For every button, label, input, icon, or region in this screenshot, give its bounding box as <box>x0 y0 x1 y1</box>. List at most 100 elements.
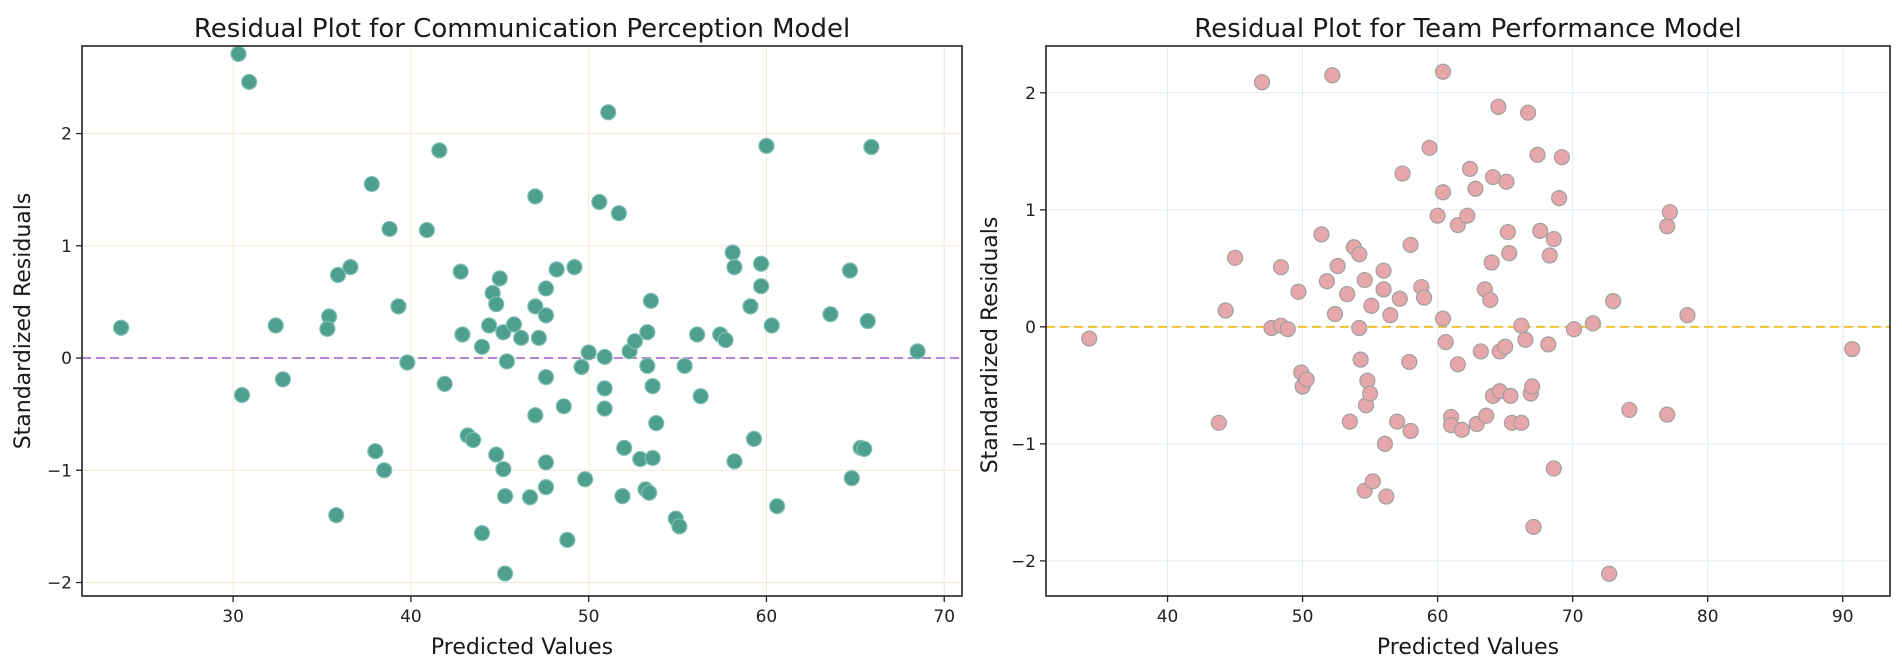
data-point <box>527 188 544 205</box>
data-point <box>596 400 613 417</box>
data-point <box>689 326 706 343</box>
data-point <box>610 205 627 222</box>
data-point <box>600 104 617 121</box>
data-point <box>1529 146 1546 163</box>
data-point <box>481 317 498 334</box>
data-point <box>537 307 555 324</box>
data-point <box>577 471 594 488</box>
data-point <box>1540 336 1557 353</box>
data-point <box>596 348 613 366</box>
data-point <box>1391 290 1408 307</box>
data-point <box>1210 414 1227 431</box>
data-point <box>724 244 741 261</box>
data-point <box>1290 283 1307 300</box>
data-point <box>488 296 505 313</box>
plot-frame <box>81 45 963 597</box>
data-point <box>1565 321 1583 338</box>
data-point <box>376 462 393 479</box>
y-tick-label: −2 <box>1011 552 1036 572</box>
data-point <box>465 431 482 449</box>
data-point <box>591 193 608 211</box>
data-point <box>559 531 576 548</box>
data-point <box>488 446 505 463</box>
data-point <box>641 484 658 501</box>
data-point <box>1501 245 1518 262</box>
data-point <box>399 354 416 371</box>
data-point <box>1434 63 1452 80</box>
data-point <box>1394 165 1411 182</box>
x-tick-label: 70 <box>1562 607 1584 627</box>
data-point <box>491 270 508 287</box>
data-point <box>841 262 859 279</box>
data-point <box>537 454 555 471</box>
data-point <box>497 488 514 505</box>
data-point <box>1382 307 1399 324</box>
data-point <box>1341 413 1358 430</box>
data-point <box>1584 315 1602 332</box>
data-point <box>1364 473 1381 490</box>
x-tick-label: 50 <box>1292 607 1314 627</box>
data-point <box>1434 184 1452 201</box>
data-point <box>1513 414 1530 431</box>
x-tick-label: 50 <box>578 607 600 627</box>
data-point <box>1453 421 1471 438</box>
data-point <box>566 259 583 276</box>
data-point <box>1502 387 1519 404</box>
data-point <box>1679 307 1696 324</box>
data-point <box>1378 488 1395 505</box>
x-axis-label: Predicted Values <box>431 635 613 660</box>
data-point <box>1545 230 1562 248</box>
data-point <box>319 320 336 337</box>
communication-perception-residual-panel: Residual Plot for Communication Percepti… <box>11 14 963 660</box>
data-point <box>1483 254 1500 271</box>
data-point <box>274 371 291 388</box>
data-point <box>454 326 471 343</box>
x-tick-label: 40 <box>400 607 422 627</box>
data-point <box>1490 98 1507 115</box>
data-point <box>1661 204 1678 221</box>
data-point <box>1517 331 1534 348</box>
y-axis-label: Standardized Residuals <box>978 217 1003 474</box>
data-point <box>1659 406 1676 423</box>
x-tick-label: 80 <box>1697 607 1719 627</box>
data-point <box>822 306 839 323</box>
data-point <box>548 261 565 278</box>
data-point <box>909 343 926 360</box>
data-point <box>1375 281 1392 298</box>
data-point <box>367 443 384 460</box>
data-point <box>1339 285 1356 303</box>
data-point <box>342 259 359 276</box>
data-point <box>527 407 544 424</box>
data-point <box>1513 317 1530 334</box>
data-point <box>639 357 656 374</box>
data-point <box>1376 435 1394 452</box>
data-point <box>497 565 514 582</box>
data-point <box>1524 378 1541 395</box>
data-point <box>1324 67 1341 84</box>
data-point <box>537 479 555 496</box>
data-point <box>1402 422 1419 440</box>
x-axis-label: Predicted Values <box>1377 635 1559 660</box>
data-point <box>1429 207 1446 224</box>
data-point <box>473 338 491 355</box>
y-tick-label: 0 <box>61 349 72 369</box>
data-point <box>1361 385 1379 402</box>
data-point <box>1499 223 1516 241</box>
data-point <box>1467 180 1484 197</box>
data-point <box>859 312 876 330</box>
data-point <box>717 331 734 349</box>
data-point <box>580 344 597 361</box>
data-point <box>1375 262 1392 279</box>
data-point <box>671 518 688 535</box>
data-point <box>626 333 643 350</box>
y-tick-label: 1 <box>1025 201 1036 221</box>
data-point <box>329 266 347 284</box>
data-point <box>648 415 665 432</box>
y-tick-label: 2 <box>61 125 72 145</box>
data-point <box>1478 407 1495 424</box>
data-point <box>745 430 763 447</box>
data-point <box>381 220 398 238</box>
data-point <box>596 380 613 397</box>
data-point <box>1253 74 1271 91</box>
data-point <box>1318 273 1335 290</box>
